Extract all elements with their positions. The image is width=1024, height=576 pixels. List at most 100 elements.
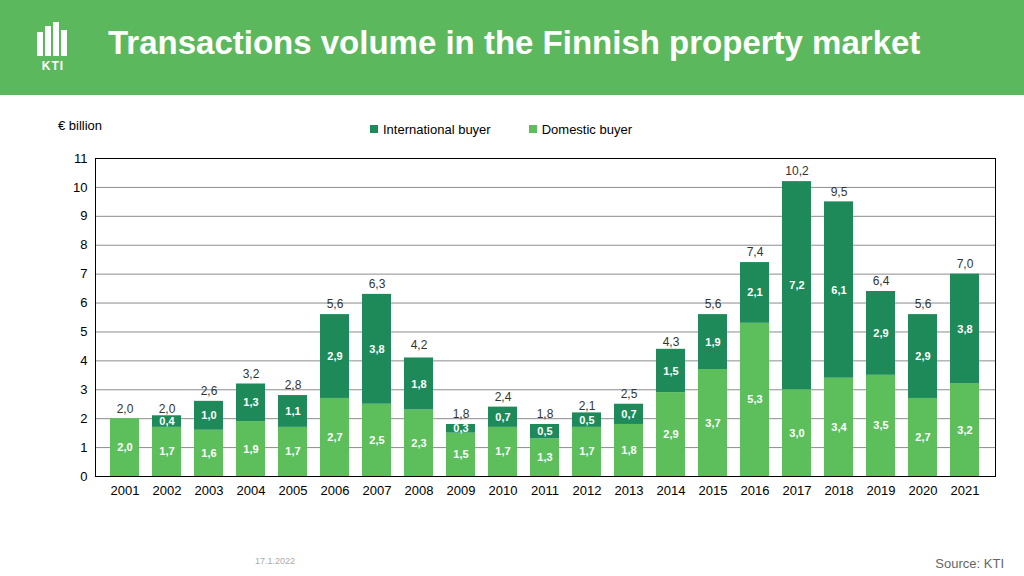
svg-text:7,4: 7,4 bbox=[747, 245, 764, 259]
svg-text:6: 6 bbox=[80, 295, 87, 310]
svg-text:3,0: 3,0 bbox=[789, 427, 804, 439]
svg-text:6,3: 6,3 bbox=[369, 277, 386, 291]
svg-text:1,7: 1,7 bbox=[579, 445, 594, 457]
svg-text:2,3: 2,3 bbox=[411, 437, 426, 449]
svg-text:3,2: 3,2 bbox=[957, 424, 972, 436]
svg-text:2012: 2012 bbox=[573, 483, 602, 498]
svg-text:1,7: 1,7 bbox=[159, 445, 174, 457]
svg-text:2,7: 2,7 bbox=[915, 431, 930, 443]
svg-text:6,4: 6,4 bbox=[873, 274, 890, 288]
svg-text:2,8: 2,8 bbox=[285, 378, 302, 392]
svg-text:2,5: 2,5 bbox=[369, 434, 384, 446]
svg-text:2009: 2009 bbox=[447, 483, 476, 498]
svg-text:2007: 2007 bbox=[363, 483, 392, 498]
svg-text:0,4: 0,4 bbox=[159, 415, 175, 427]
svg-text:1,0: 1,0 bbox=[201, 409, 216, 421]
svg-text:4,2: 4,2 bbox=[411, 338, 428, 352]
svg-text:2017: 2017 bbox=[783, 483, 812, 498]
html-text:Transactions volume in the Fin: Transactions volume in the Finnish prope… bbox=[108, 24, 921, 61]
svg-text:2003: 2003 bbox=[195, 483, 224, 498]
svg-text:2,7: 2,7 bbox=[327, 431, 342, 443]
svg-text:10: 10 bbox=[73, 180, 87, 195]
svg-text:1,9: 1,9 bbox=[243, 443, 258, 455]
svg-text:11: 11 bbox=[74, 151, 88, 166]
html-text:Source: KTI: Source: KTI bbox=[935, 556, 1004, 571]
svg-text:0: 0 bbox=[80, 469, 87, 484]
svg-text:9: 9 bbox=[80, 208, 87, 223]
svg-text:2,0: 2,0 bbox=[117, 402, 134, 416]
svg-text:1,9: 1,9 bbox=[705, 336, 720, 348]
svg-text:2020: 2020 bbox=[909, 483, 938, 498]
svg-text:1,7: 1,7 bbox=[495, 445, 510, 457]
svg-text:0,5: 0,5 bbox=[537, 425, 552, 437]
svg-text:7,0: 7,0 bbox=[957, 257, 974, 271]
svg-text:1,3: 1,3 bbox=[537, 451, 552, 463]
svg-text:5,3: 5,3 bbox=[747, 393, 762, 405]
svg-text:2,9: 2,9 bbox=[915, 350, 930, 362]
svg-text:2015: 2015 bbox=[699, 483, 728, 498]
svg-text:3: 3 bbox=[80, 382, 87, 397]
svg-text:2: 2 bbox=[80, 411, 87, 426]
svg-text:0,3: 0,3 bbox=[453, 422, 468, 434]
svg-text:2,4: 2,4 bbox=[495, 390, 512, 404]
svg-text:5,6: 5,6 bbox=[327, 297, 344, 311]
svg-text:2014: 2014 bbox=[657, 483, 686, 498]
svg-text:1,8: 1,8 bbox=[411, 378, 426, 390]
svg-text:2002: 2002 bbox=[153, 483, 182, 498]
svg-text:1,5: 1,5 bbox=[453, 448, 468, 460]
svg-text:2005: 2005 bbox=[279, 483, 308, 498]
svg-text:2,6: 2,6 bbox=[201, 384, 218, 398]
svg-text:2006: 2006 bbox=[321, 483, 350, 498]
svg-text:2011: 2011 bbox=[531, 483, 559, 498]
svg-text:8: 8 bbox=[80, 237, 87, 252]
svg-text:1,7: 1,7 bbox=[285, 445, 300, 457]
svg-text:2004: 2004 bbox=[237, 483, 266, 498]
svg-text:2021: 2021 bbox=[951, 483, 980, 498]
html-text:€ billion: € billion bbox=[58, 118, 103, 133]
svg-text:1,8: 1,8 bbox=[621, 444, 636, 456]
svg-text:2,1: 2,1 bbox=[747, 286, 762, 298]
svg-text:3,8: 3,8 bbox=[369, 343, 384, 355]
svg-text:2013: 2013 bbox=[615, 483, 644, 498]
svg-text:2019: 2019 bbox=[867, 483, 896, 498]
svg-text:0,7: 0,7 bbox=[621, 408, 636, 420]
html-text:International buyer: International buyer bbox=[383, 122, 491, 137]
svg-text:7,2: 7,2 bbox=[789, 279, 804, 291]
svg-text:2,1: 2,1 bbox=[579, 399, 596, 413]
svg-text:2008: 2008 bbox=[405, 483, 434, 498]
svg-text:2,9: 2,9 bbox=[873, 327, 888, 339]
svg-text:7: 7 bbox=[80, 266, 87, 281]
svg-text:3,5: 3,5 bbox=[873, 419, 888, 431]
svg-text:2,0: 2,0 bbox=[159, 402, 176, 416]
html-text:Domestic buyer: Domestic buyer bbox=[541, 122, 632, 137]
svg-text:1,8: 1,8 bbox=[453, 407, 470, 421]
svg-text:1,3: 1,3 bbox=[243, 396, 258, 408]
svg-text:1,6: 1,6 bbox=[201, 447, 216, 459]
svg-text:2016: 2016 bbox=[741, 483, 770, 498]
svg-text:4: 4 bbox=[80, 353, 87, 368]
svg-text:3,2: 3,2 bbox=[243, 367, 260, 381]
svg-text:1,1: 1,1 bbox=[285, 405, 300, 417]
svg-text:10,2: 10,2 bbox=[785, 164, 809, 178]
svg-text:0,5: 0,5 bbox=[579, 414, 594, 426]
svg-text:2018: 2018 bbox=[825, 483, 854, 498]
svg-text:3,7: 3,7 bbox=[705, 417, 720, 429]
svg-text:2,9: 2,9 bbox=[663, 428, 678, 440]
svg-text:2010: 2010 bbox=[489, 483, 518, 498]
svg-text:0,7: 0,7 bbox=[495, 411, 510, 423]
svg-text:2,0: 2,0 bbox=[117, 441, 132, 453]
svg-text:5,6: 5,6 bbox=[915, 297, 932, 311]
svg-text:1: 1 bbox=[80, 440, 87, 455]
svg-text:6,1: 6,1 bbox=[831, 284, 846, 296]
svg-text:3,4: 3,4 bbox=[831, 421, 847, 433]
svg-text:9,5: 9,5 bbox=[831, 185, 848, 199]
svg-text:1,5: 1,5 bbox=[663, 365, 678, 377]
svg-text:4,3: 4,3 bbox=[663, 335, 680, 349]
svg-text:3,8: 3,8 bbox=[957, 323, 972, 335]
svg-text:2,9: 2,9 bbox=[327, 350, 342, 362]
svg-text:2,5: 2,5 bbox=[621, 387, 638, 401]
svg-text:2001: 2001 bbox=[111, 483, 140, 498]
svg-text:1,8: 1,8 bbox=[537, 407, 554, 421]
svg-text:5: 5 bbox=[80, 324, 87, 339]
svg-text:5,6: 5,6 bbox=[705, 297, 722, 311]
